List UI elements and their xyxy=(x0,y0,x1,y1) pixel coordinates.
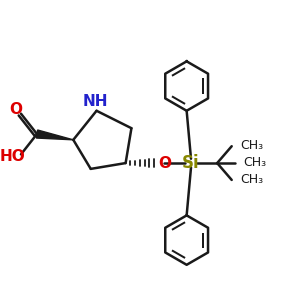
Text: CH₃: CH₃ xyxy=(240,139,263,152)
Text: CH₃: CH₃ xyxy=(243,156,266,169)
Text: HO: HO xyxy=(0,149,26,164)
Text: Si: Si xyxy=(182,154,200,172)
Text: O: O xyxy=(158,156,171,171)
Text: O: O xyxy=(10,102,22,117)
Text: NH: NH xyxy=(82,94,108,109)
Polygon shape xyxy=(36,130,73,140)
Text: CH₃: CH₃ xyxy=(240,173,263,186)
